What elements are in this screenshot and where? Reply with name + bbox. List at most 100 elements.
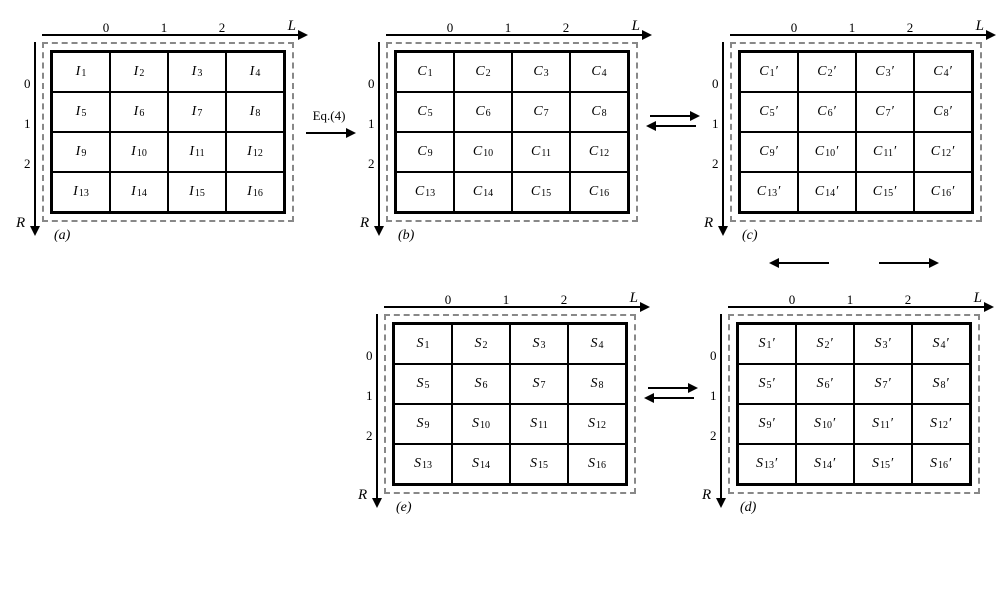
matrix-cell: C6 bbox=[454, 92, 512, 132]
arrow-left bbox=[650, 125, 696, 127]
panel-caption: (e) bbox=[396, 500, 412, 516]
panel-caption: (d) bbox=[740, 500, 756, 516]
col-tick: 1 bbox=[842, 20, 862, 36]
matrix-cell: S6 bbox=[452, 364, 510, 404]
matrix-cell: C13′ bbox=[740, 172, 798, 212]
matrix-cell: S9 bbox=[394, 404, 452, 444]
matrix-cell: C12 bbox=[570, 132, 628, 172]
matrix-cell: C16′ bbox=[914, 172, 972, 212]
matrix-cell: S12′ bbox=[912, 404, 970, 444]
matrix-cell: S10 bbox=[452, 404, 510, 444]
dashed-frame: C1C2C3C4C5C6C7C8C9C10C11C12C13C14C15C16 bbox=[386, 42, 638, 222]
matrix-cell: I9 bbox=[52, 132, 110, 172]
connector-label: Eq.(4) bbox=[313, 108, 346, 124]
axis-label-L: L bbox=[974, 290, 982, 307]
connector-b-c bbox=[650, 115, 696, 127]
matrix-cell: S4′ bbox=[912, 324, 970, 364]
row-tick: 0 bbox=[710, 348, 717, 364]
matrix-cell: S15′ bbox=[854, 444, 912, 484]
row-tick: 1 bbox=[712, 116, 719, 132]
matrix-cell: C3′ bbox=[856, 52, 914, 92]
axis-left: 012R bbox=[362, 314, 384, 490]
matrix-cell: S13 bbox=[394, 444, 452, 484]
panel-e: 012L012RS1S2S3S4S5S6S7S8S9S10S11S12S13S1… bbox=[362, 292, 636, 494]
matrix-cell: S15 bbox=[510, 444, 568, 484]
col-tick: 1 bbox=[840, 292, 860, 308]
matrix-cell: I8 bbox=[226, 92, 284, 132]
matrix-grid: S1S2S3S4S5S6S7S8S9S10S11S12S13S14S15S16 bbox=[392, 322, 628, 486]
matrix-cell: C11 bbox=[512, 132, 570, 172]
axis-label-R: R bbox=[704, 215, 713, 232]
matrix-cell: C14′ bbox=[798, 172, 856, 212]
matrix-cell: S2′ bbox=[796, 324, 854, 364]
matrix-cell: S4 bbox=[568, 324, 626, 364]
axis-top: 012L bbox=[384, 292, 632, 314]
matrix-grid: I1I2I3I4I5I6I7I8I9I10I11I12I13I14I15I16 bbox=[50, 50, 286, 214]
connector-e-d bbox=[648, 387, 694, 399]
matrix-cell: I3 bbox=[168, 52, 226, 92]
matrix-cell: S12 bbox=[568, 404, 626, 444]
matrix-cell: C4 bbox=[570, 52, 628, 92]
matrix-cell: S7′ bbox=[854, 364, 912, 404]
axis-label-L: L bbox=[976, 18, 984, 35]
col-tick: 1 bbox=[496, 292, 516, 308]
axis-top: 012L bbox=[728, 292, 976, 314]
col-tick: 1 bbox=[154, 20, 174, 36]
axis-label-L: L bbox=[288, 18, 296, 35]
panel-b: 012L012RC1C2C3C4C5C6C7C8C9C10C11C12C13C1… bbox=[364, 20, 638, 222]
matrix-cell: S8 bbox=[568, 364, 626, 404]
matrix-cell: C1 bbox=[396, 52, 454, 92]
matrix-cell: I15 bbox=[168, 172, 226, 212]
row-tick: 2 bbox=[710, 428, 717, 444]
col-tick: 0 bbox=[438, 292, 458, 308]
matrix-cell: C15′ bbox=[856, 172, 914, 212]
panel-a: 012L012RI1I2I3I4I5I6I7I8I9I10I11I12I13I1… bbox=[20, 20, 294, 222]
matrix-cell: C6′ bbox=[798, 92, 856, 132]
matrix-cell: I16 bbox=[226, 172, 284, 212]
matrix-cell: C2 bbox=[454, 52, 512, 92]
row-tick: 0 bbox=[24, 76, 31, 92]
matrix-cell: C5′ bbox=[740, 92, 798, 132]
matrix-cell: C8′ bbox=[914, 92, 972, 132]
matrix-cell: C13 bbox=[396, 172, 454, 212]
matrix-cell: C7 bbox=[512, 92, 570, 132]
matrix-cell: S1 bbox=[394, 324, 452, 364]
row-tick: 2 bbox=[24, 156, 31, 172]
row-tick: 1 bbox=[24, 116, 31, 132]
matrix-cell: I5 bbox=[52, 92, 110, 132]
matrix-cell: I12 bbox=[226, 132, 284, 172]
connector-a-b: Eq.(4) bbox=[306, 108, 352, 134]
panel-c: 012L012RC1′C2′C3′C4′C5′C6′C7′C8′C9′C10′C… bbox=[708, 20, 982, 222]
col-tick: 0 bbox=[784, 20, 804, 36]
matrix-cell: C14 bbox=[454, 172, 512, 212]
matrix-cell: S16′ bbox=[912, 444, 970, 484]
col-tick: 1 bbox=[498, 20, 518, 36]
arrow-right bbox=[306, 132, 352, 134]
matrix-cell: I10 bbox=[110, 132, 168, 172]
axis-top: 012L bbox=[386, 20, 634, 42]
panel-caption: (a) bbox=[54, 228, 70, 244]
matrix-cell: S10′ bbox=[796, 404, 854, 444]
axis-left: 012R bbox=[20, 42, 42, 218]
matrix-cell: S16 bbox=[568, 444, 626, 484]
row-tick: 0 bbox=[368, 76, 375, 92]
matrix-cell: C8 bbox=[570, 92, 628, 132]
dashed-frame: S1′S2′S3′S4′S5′S6′S7′S8′S9′S10′S11′S12′S… bbox=[728, 314, 980, 494]
axis-label-R: R bbox=[358, 487, 367, 504]
matrix-cell: S7 bbox=[510, 364, 568, 404]
axis-left: 012R bbox=[708, 42, 730, 218]
matrix-cell: S6′ bbox=[796, 364, 854, 404]
matrix-cell: S9′ bbox=[738, 404, 796, 444]
col-tick: 0 bbox=[782, 292, 802, 308]
arrow-left bbox=[773, 262, 829, 264]
matrix-cell: S11′ bbox=[854, 404, 912, 444]
row-tick: 1 bbox=[366, 388, 373, 404]
matrix-cell: C1′ bbox=[740, 52, 798, 92]
axis-label-R: R bbox=[16, 215, 25, 232]
matrix-cell: S5 bbox=[394, 364, 452, 404]
col-tick: 2 bbox=[556, 20, 576, 36]
row-tick: 2 bbox=[366, 428, 373, 444]
matrix-cell: I13 bbox=[52, 172, 110, 212]
matrix-cell: C15 bbox=[512, 172, 570, 212]
matrix-cell: S3′ bbox=[854, 324, 912, 364]
